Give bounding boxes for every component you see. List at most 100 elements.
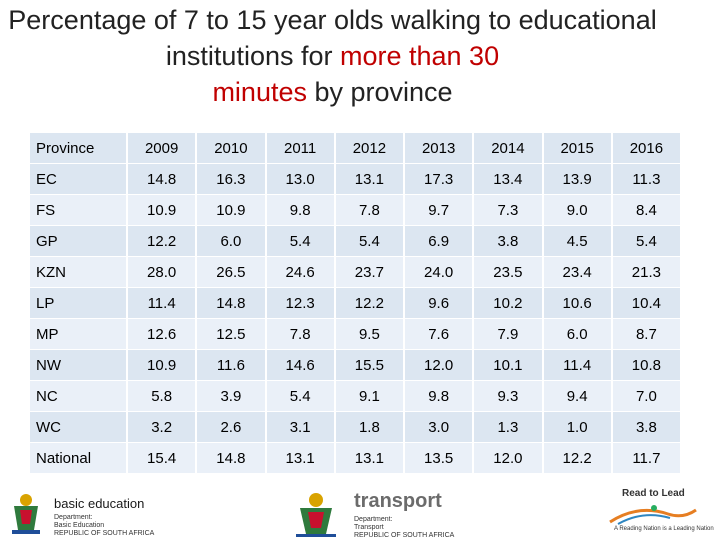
value-cell: 8.7: [610, 319, 680, 349]
value-cell: 5.4: [610, 226, 680, 256]
value-cell: 12.6: [126, 319, 196, 349]
table-header-row: Province 2009 2010 2011 2012 2013 2014 2015 2016: [30, 133, 680, 163]
transport-name: transport: [354, 490, 442, 512]
column-header-year: 2014: [472, 133, 542, 163]
value-cell: 12.5: [195, 319, 265, 349]
value-cell: 6.9: [403, 226, 473, 256]
title-part2: by province: [306, 77, 453, 107]
province-cell: NW: [30, 350, 126, 380]
read-to-lead-name: Read to Lead: [622, 488, 685, 499]
title-part1: Percentage of 7 to 15 year olds walking …: [8, 5, 657, 71]
value-cell: 5.8: [126, 381, 196, 411]
table-row: FS 10.9 10.9 9.8 7.8 9.7 7.3 9.0 8.4: [30, 195, 680, 225]
value-cell: 13.0: [264, 164, 334, 194]
title-highlight1: more than 30: [339, 41, 500, 71]
value-cell: 26.5: [195, 257, 265, 287]
column-header-year: 2016: [610, 133, 680, 163]
coat-of-arms-icon: [12, 494, 40, 534]
value-cell: 3.1: [264, 412, 334, 442]
title-highlight2: minutes: [212, 77, 307, 107]
value-cell: 6.0: [541, 319, 611, 349]
transport-logo: transport Department: Transport REPUBLIC…: [286, 490, 486, 539]
value-cell: 11.4: [541, 350, 611, 380]
column-header-year: 2010: [195, 133, 265, 163]
table-row: NC 5.8 3.9 5.4 9.1 9.8 9.3 9.4 7.0: [30, 381, 680, 411]
value-cell: 10.4: [610, 288, 680, 318]
value-cell: 11.7: [610, 443, 680, 473]
value-cell: 7.3: [472, 195, 542, 225]
value-cell: 13.4: [472, 164, 542, 194]
value-cell: 9.4: [541, 381, 611, 411]
value-cell: 7.8: [333, 195, 403, 225]
column-header-year: 2009: [126, 133, 196, 163]
value-cell: 3.0: [403, 412, 473, 442]
value-cell: 9.0: [541, 195, 611, 225]
table-row: MP 12.6 12.5 7.8 9.5 7.6 7.9 6.0 8.7: [30, 319, 680, 349]
value-cell: 10.6: [541, 288, 611, 318]
table-row: GP 12.2 6.0 5.4 5.4 6.9 3.8 4.5 5.4: [30, 226, 680, 256]
table-body: EC 14.8 16.3 13.0 13.1 17.3 13.4 13.9 11.3 FS 10.9…: [30, 164, 680, 473]
column-header-year: 2011: [264, 133, 334, 163]
value-cell: 13.1: [264, 443, 334, 473]
value-cell: 1.8: [333, 412, 403, 442]
page-title: Percentage of 7 to 15 year olds walking …: [0, 2, 665, 110]
value-cell: 7.8: [264, 319, 334, 349]
province-cell: NC: [30, 381, 126, 411]
column-header-province: Province: [30, 133, 126, 163]
value-cell: 23.4: [541, 257, 611, 287]
table-row: WC 3.2 2.6 3.1 1.8 3.0 1.3 1.0 3.8: [30, 412, 680, 442]
value-cell: 12.0: [403, 350, 473, 380]
value-cell: 3.9: [195, 381, 265, 411]
value-cell: 14.6: [264, 350, 334, 380]
column-header-year: 2015: [541, 133, 611, 163]
province-cell: GP: [30, 226, 126, 256]
value-cell: 8.4: [610, 195, 680, 225]
value-cell: 12.2: [541, 443, 611, 473]
read-to-lead-tagline: A Reading Nation is a Leading Nation: [614, 526, 714, 532]
value-cell: 21.3: [610, 257, 680, 287]
value-cell: 4.5: [541, 226, 611, 256]
value-cell: 23.7: [333, 257, 403, 287]
column-header-year: 2012: [333, 133, 403, 163]
table-row: EC 14.8 16.3 13.0 13.1 17.3 13.4 13.9 11.3: [30, 164, 680, 194]
value-cell: 9.8: [264, 195, 334, 225]
value-cell: 10.8: [610, 350, 680, 380]
coat-of-arms-icon: [296, 493, 336, 537]
read-to-lead-logo: Read to Lead A Reading Nation is a Leadi…: [600, 488, 718, 538]
value-cell: 15.5: [333, 350, 403, 380]
basic-education-logo: basic education Department: Basic Educat…: [6, 490, 206, 538]
province-cell: MP: [30, 319, 126, 349]
book-swoosh-icon: [609, 505, 697, 525]
transport-subtext: Department: Transport REPUBLIC OF SOUTH …: [354, 516, 455, 539]
value-cell: 12.2: [126, 226, 196, 256]
value-cell: 24.0: [403, 257, 473, 287]
value-cell: 10.9: [195, 195, 265, 225]
value-cell: 10.2: [472, 288, 542, 318]
value-cell: 7.9: [472, 319, 542, 349]
value-cell: 17.3: [403, 164, 473, 194]
value-cell: 14.8: [195, 443, 265, 473]
value-cell: 9.7: [403, 195, 473, 225]
province-cell: EC: [30, 164, 126, 194]
value-cell: 10.9: [126, 350, 196, 380]
value-cell: 9.1: [333, 381, 403, 411]
value-cell: 14.8: [195, 288, 265, 318]
province-cell: WC: [30, 412, 126, 442]
value-cell: 24.6: [264, 257, 334, 287]
value-cell: 12.0: [472, 443, 542, 473]
value-cell: 3.8: [472, 226, 542, 256]
value-cell: 28.0: [126, 257, 196, 287]
footer-logos: basic education Department: Basic Educat…: [0, 484, 720, 540]
value-cell: 14.8: [126, 164, 196, 194]
value-cell: 5.4: [264, 381, 334, 411]
province-cell: National: [30, 443, 126, 473]
value-cell: 7.0: [610, 381, 680, 411]
value-cell: 11.3: [610, 164, 680, 194]
value-cell: 13.1: [333, 164, 403, 194]
table-row: NW 10.9 11.6 14.6 15.5 12.0 10.1 11.4 10.8: [30, 350, 680, 380]
value-cell: 9.5: [333, 319, 403, 349]
value-cell: 2.6: [195, 412, 265, 442]
value-cell: 13.5: [403, 443, 473, 473]
value-cell: 9.3: [472, 381, 542, 411]
column-header-year: 2013: [403, 133, 473, 163]
